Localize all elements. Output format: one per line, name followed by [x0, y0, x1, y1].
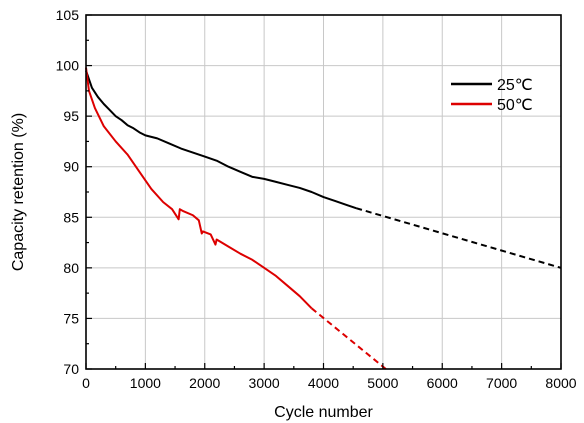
legend-label: 50℃: [497, 97, 533, 114]
y-tick-label: 100: [56, 58, 80, 74]
x-axis-title: Cycle number: [274, 404, 373, 421]
y-tick-label: 75: [63, 310, 79, 326]
y-tick-label: 95: [63, 108, 79, 124]
axis-ticks: [85, 14, 562, 370]
y-tick-label: 105: [56, 7, 80, 23]
y-axis-title: Capacity retention (%): [10, 113, 27, 271]
legend: 25℃50℃: [451, 77, 533, 114]
series-line-0: [85, 70, 357, 210]
x-tick-labels: 0 1000 2000 3000 4000 5000 6000 7000 8000: [82, 375, 577, 391]
series-layer: [85, 67, 562, 370]
x-tick-label: 5000: [367, 375, 398, 391]
series-line-extrapolation-1: [355, 207, 562, 269]
x-tick-label: 7000: [486, 375, 517, 391]
y-tick-label: 70: [63, 361, 79, 377]
x-tick-label: 4000: [308, 375, 339, 391]
y-tick-labels: 70 75 80 85 90 95 100 105: [56, 7, 80, 377]
y-tick-label: 80: [63, 260, 79, 276]
x-tick-label: 2000: [189, 375, 220, 391]
y-tick-label: 85: [63, 209, 79, 225]
series-line-2: [85, 67, 313, 310]
x-tick-label: 1000: [130, 375, 161, 391]
x-tick-label: 6000: [427, 375, 458, 391]
x-tick-label: 3000: [249, 375, 280, 391]
x-tick-label: 8000: [545, 375, 576, 391]
legend-label: 25℃: [497, 77, 533, 94]
series-line-extrapolation-3: [310, 307, 387, 370]
grid: [86, 15, 561, 369]
y-tick-label: 90: [63, 159, 79, 175]
x-tick-label: 0: [82, 375, 90, 391]
